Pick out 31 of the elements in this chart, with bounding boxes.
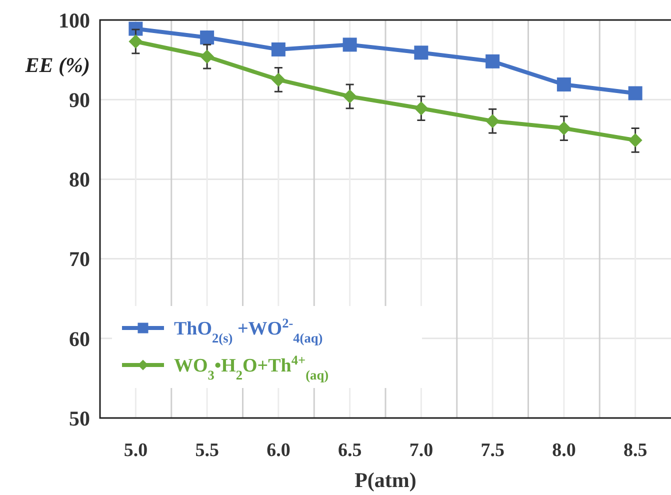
point	[414, 101, 428, 116]
point	[271, 72, 286, 87]
point	[486, 114, 500, 128]
point	[200, 50, 214, 64]
point	[414, 46, 428, 60]
x-axis-title: P(atm)	[354, 468, 416, 492]
point	[628, 133, 642, 148]
x-tick-label: 8.5	[623, 440, 648, 461]
point	[556, 121, 571, 136]
point	[342, 89, 357, 104]
point	[628, 86, 642, 100]
x-tick-label: 7.0	[409, 440, 434, 461]
point	[200, 30, 214, 45]
x-tick-label: 7.5	[480, 440, 504, 461]
point	[128, 34, 143, 48]
y-tick-label: 50	[69, 406, 90, 430]
x-tick-label: 6.0	[266, 440, 290, 461]
x-tick-label: 5.0	[124, 440, 148, 461]
y-tick-label: 70	[69, 247, 90, 272]
point	[342, 38, 357, 52]
x-tick-label: 6.5	[338, 440, 362, 461]
point	[271, 42, 286, 56]
point	[486, 54, 500, 68]
y-tick-label: 90	[69, 88, 90, 112]
y-tick-label: 100	[58, 8, 90, 32]
y-tick-label: 60	[69, 326, 90, 351]
point	[556, 77, 571, 92]
x-tick-label: 5.5	[195, 440, 219, 461]
x-tick-label: 8.0	[552, 440, 576, 461]
y-axis-title: EE (%)	[24, 53, 90, 77]
y-tick-label: 80	[69, 168, 90, 192]
